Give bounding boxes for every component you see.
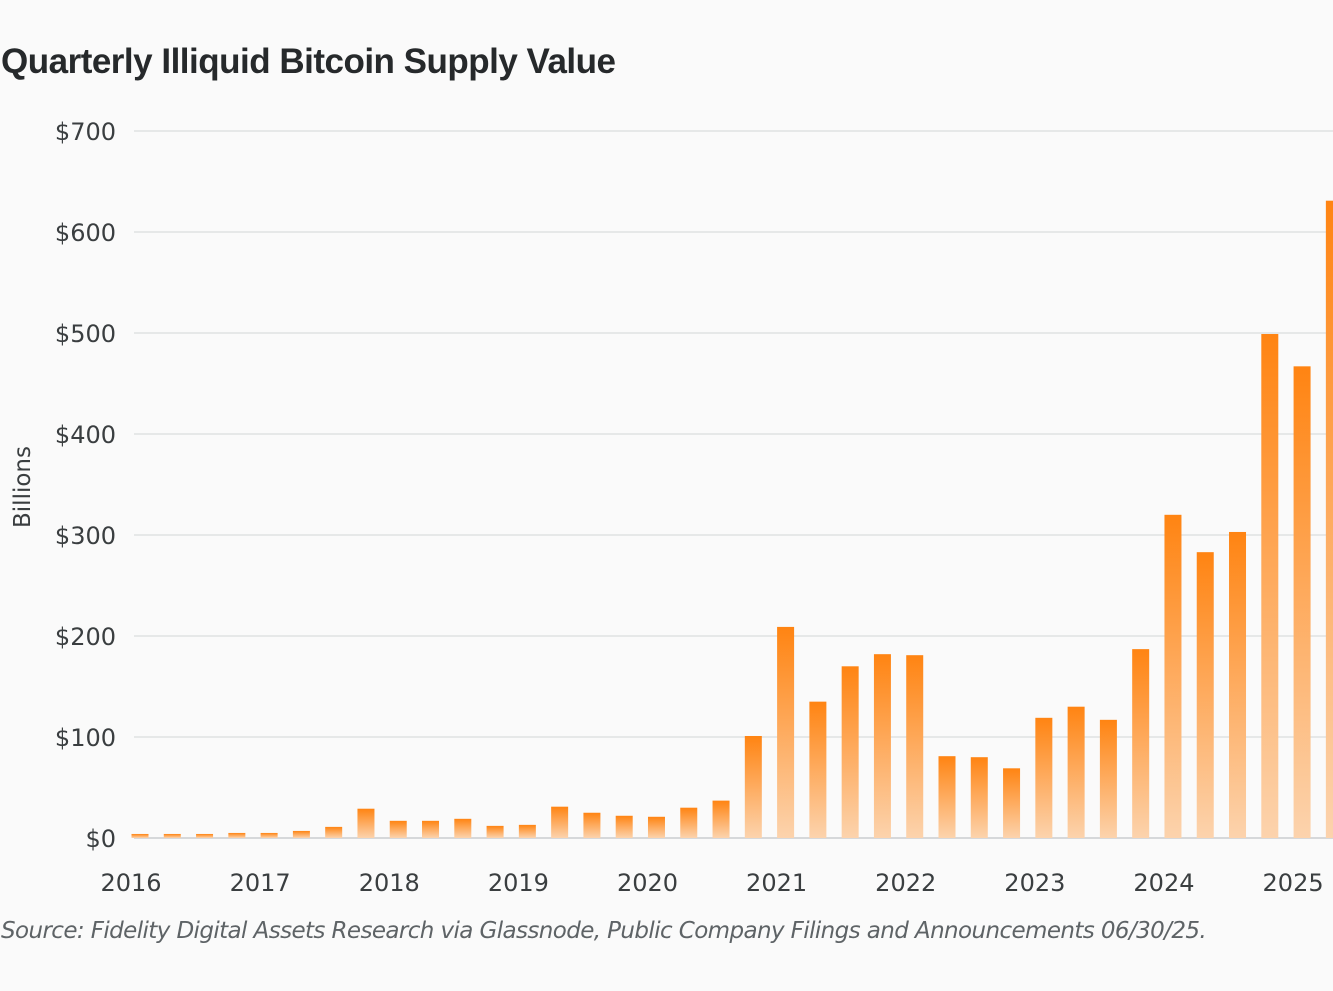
y-axis-label: Billions [10,446,36,528]
bar-2021-Q4 [873,654,891,838]
bar-2023-Q3 [1099,719,1117,838]
bar-2020-Q1 [647,816,665,838]
bar-2022-Q3 [970,757,988,838]
bar-2016-Q1 [131,833,149,838]
x-tick-label: 2017 [230,869,291,897]
y-tick-label: $200 [55,623,116,651]
source-note: Source: Fidelity Digital Assets Research… [1,918,1207,944]
bar-2017-Q3 [325,826,343,838]
bar-2024-Q3 [1229,531,1247,838]
bar-2023-Q2 [1067,706,1085,838]
bar-2017-Q1 [260,832,278,838]
x-axis-ticks: 2016 2017 2018 2019 2020 2021 2022 2023 2024 2025 [100,869,1323,897]
y-tick-label: $400 [55,421,116,449]
bars [131,200,1333,838]
bar-2025-Q1 [1293,366,1311,838]
bar-2025-Q2 [1325,200,1333,838]
gridlines [134,130,1333,839]
bar-2017-Q4 [357,808,375,838]
x-tick-label: 2024 [1133,869,1194,897]
bar-2019-Q1 [518,824,536,838]
bar-2022-Q1 [906,655,924,838]
y-axis-ticks: $0 $100 $200 $300 $400 $500 $600 $700 [55,118,116,853]
bar-2020-Q4 [744,735,762,838]
y-tick-label: $600 [55,219,116,247]
bar-2022-Q2 [938,756,956,838]
bar-2021-Q3 [841,666,859,838]
x-tick-label: 2020 [617,869,678,897]
bar-2023-Q1 [1035,717,1053,838]
bar-2023-Q4 [1132,649,1150,838]
bar-2019-Q3 [583,812,601,838]
bar-2019-Q2 [551,806,569,838]
bar-2018-Q3 [454,818,472,838]
y-tick-label: $300 [55,522,116,550]
x-tick-label: 2016 [100,869,161,897]
x-tick-label: 2021 [746,869,807,897]
bar-2020-Q2 [680,807,698,838]
y-tick-label: $100 [55,724,116,752]
y-tick-label: $0 [85,825,116,853]
y-tick-label: $700 [55,118,116,146]
bar-2019-Q4 [615,815,633,838]
bar-2024-Q2 [1196,552,1214,838]
bar-2022-Q4 [1003,768,1021,838]
y-tick-label: $500 [55,320,116,348]
bar-2018-Q4 [486,825,504,838]
x-tick-label: 2023 [1004,869,1065,897]
x-tick-label: 2022 [875,869,936,897]
x-tick-label: 2018 [359,869,420,897]
bar-2024-Q4 [1261,334,1279,838]
bar-2017-Q2 [292,830,310,838]
bar-2016-Q3 [196,833,214,838]
bar-2016-Q4 [228,832,246,838]
bar-2018-Q2 [422,820,440,838]
bar-2018-Q1 [389,820,407,838]
x-tick-label: 2019 [488,869,549,897]
x-tick-label: 2025 [1263,869,1324,897]
bar-2020-Q3 [712,800,730,838]
bar-2021-Q1 [777,626,795,838]
bar-2021-Q2 [809,701,827,838]
bar-2024-Q1 [1164,514,1182,838]
bar-2016-Q2 [163,833,181,838]
chart-title: Quarterly Illiquid Bitcoin Supply Value [1,42,616,81]
